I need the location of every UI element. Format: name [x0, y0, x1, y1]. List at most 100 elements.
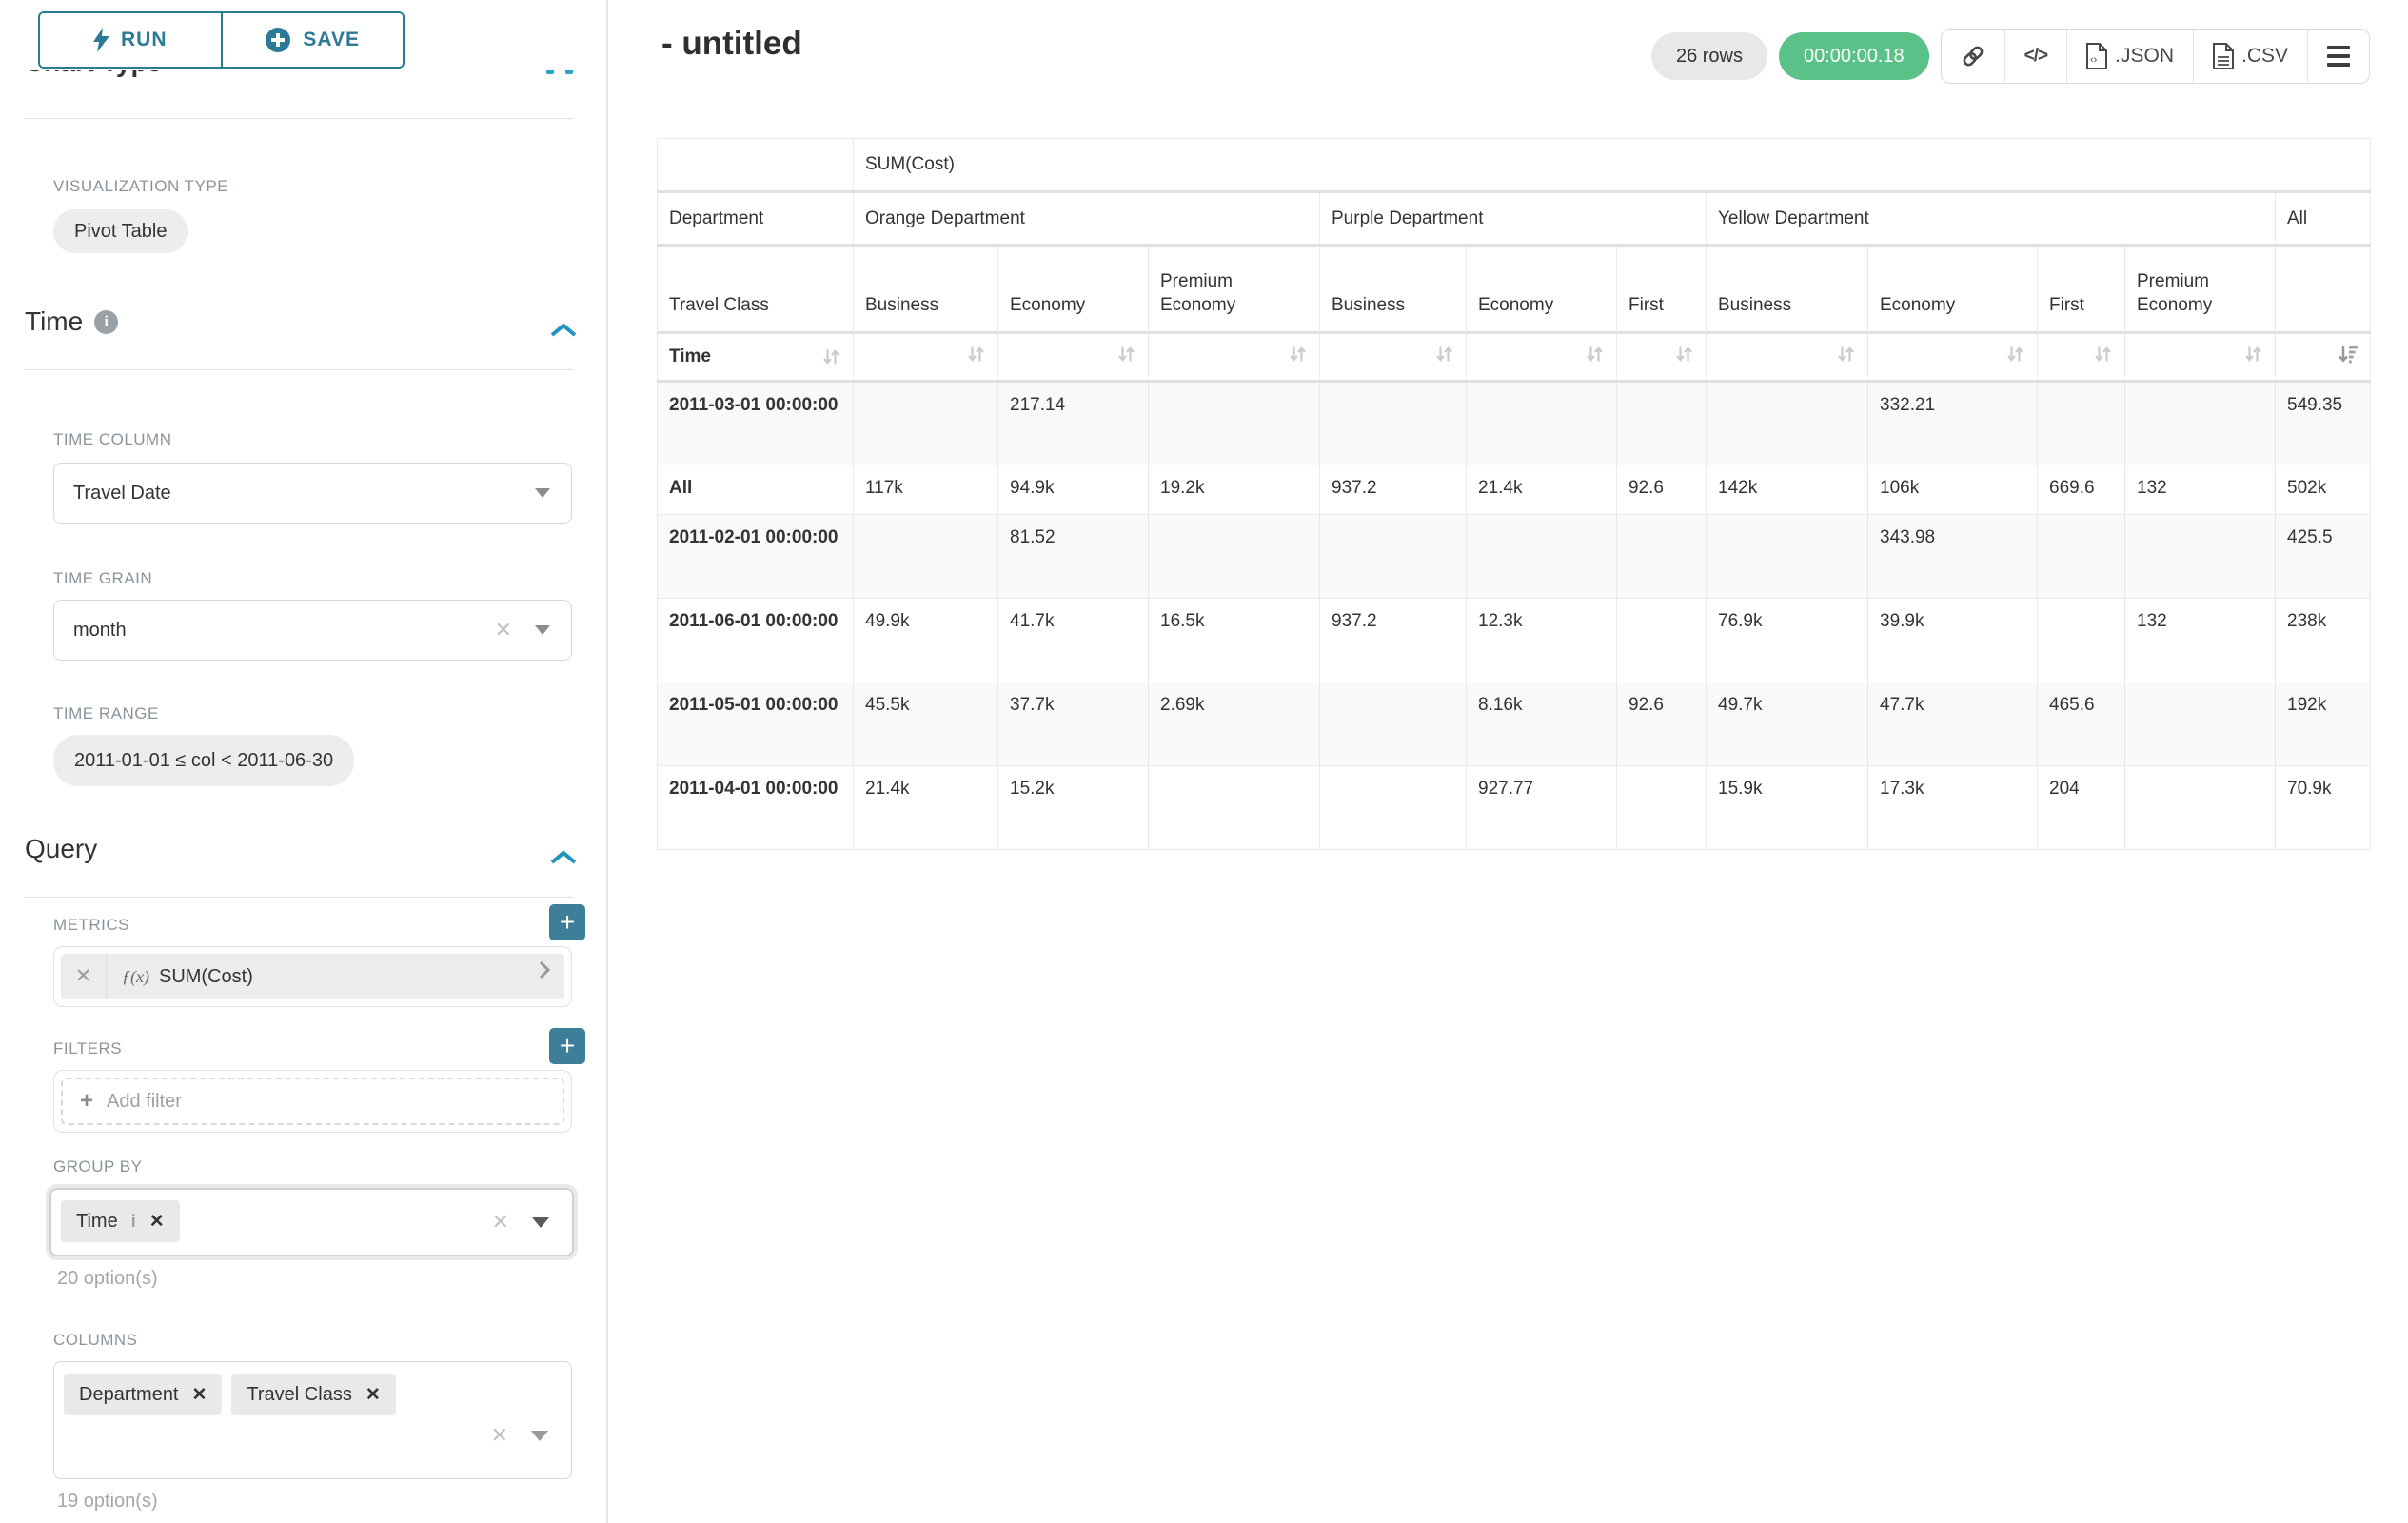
pivot-sort-cell[interactable]: [1867, 332, 2038, 383]
group-by-select[interactable]: Time i ✕ ✕: [49, 1188, 574, 1256]
chevron-down-icon: [535, 488, 550, 498]
collapse-chevron-icon[interactable]: [549, 849, 578, 866]
collapse-chevron-icon[interactable]: [549, 322, 578, 339]
pivot-value-cell: 76.9k: [1706, 598, 1868, 682]
pivot-sort-cell[interactable]: [2274, 332, 2372, 383]
group-by-tag-time[interactable]: Time i ✕: [61, 1200, 180, 1242]
pivot-value-cell: 16.5k: [1148, 598, 1320, 682]
chevron-up-icon[interactable]: [546, 69, 554, 74]
sort-icon: [968, 346, 984, 362]
pivot-value-cell: [1148, 765, 1320, 850]
chevron-down-icon: [535, 625, 550, 635]
time-column-select[interactable]: Travel Date: [53, 463, 572, 524]
add-metric-button[interactable]: +: [549, 904, 585, 940]
pivot-value-cell: 117k: [853, 465, 998, 515]
pivot-value-cell: 21.4k: [1466, 465, 1617, 515]
add-filter-dropzone[interactable]: + Add filter: [61, 1078, 564, 1125]
remove-tag-icon[interactable]: ✕: [365, 1384, 381, 1405]
pivot-table-container: SUM(Cost) Department Orange Department Purp…: [657, 138, 2372, 850]
pivot-sort-cell[interactable]: [1319, 332, 1467, 383]
results-panel: - untitled 26 rows 00:00:00.18 </>: [608, 0, 2408, 1523]
pivot-sort-row-header[interactable]: Time: [657, 332, 854, 383]
pivot-row-label: All: [657, 465, 854, 515]
filters-label: FILTERS: [53, 1039, 123, 1058]
pivot-value-cell: 17.3k: [1867, 765, 2038, 850]
pivot-value-cell: 343.98: [1867, 514, 2038, 599]
time-column-label: TIME COLUMN: [53, 430, 172, 448]
pivot-value-cell: 549.35: [2274, 381, 2372, 465]
pivot-value-cell: 41.7k: [997, 598, 1149, 682]
expand-metric-icon[interactable]: [523, 954, 564, 999]
pivot-value-cell: 15.9k: [1706, 765, 1868, 850]
sort-icon: [2095, 346, 2111, 362]
group-by-label: GROUP BY: [53, 1157, 143, 1176]
query-section-heading: Query: [25, 834, 98, 863]
pivot-value-cell: [2124, 765, 2276, 850]
pivot-value-cell: 332.21: [1867, 381, 2038, 465]
clear-icon[interactable]: ✕: [490, 1423, 508, 1447]
time-grain-select[interactable]: month ✕: [53, 600, 572, 661]
chart-title[interactable]: - untitled: [661, 25, 802, 62]
pivot-value-cell: 502k: [2274, 465, 2372, 515]
chevron-up-icon[interactable]: [565, 69, 573, 74]
pivot-value-cell: 425.5: [2274, 514, 2372, 599]
copy-link-button[interactable]: [1942, 30, 2004, 83]
sort-desc-icon: [2339, 346, 2359, 364]
visualization-type-pill[interactable]: Pivot Table: [53, 209, 188, 253]
sort-icon: [2007, 346, 2023, 362]
pivot-sort-cell[interactable]: [2124, 332, 2276, 383]
pivot-sort-cell[interactable]: [853, 332, 998, 383]
export-csv-button[interactable]: .CSV: [2192, 30, 2307, 83]
pivot-value-cell: [1319, 514, 1467, 599]
sort-icon: [1838, 346, 1854, 362]
sort-icon: [1118, 346, 1135, 362]
pivot-value-cell: [1148, 514, 1320, 599]
pivot-value-cell: [1616, 381, 1707, 465]
add-filter-button[interactable]: +: [549, 1028, 585, 1064]
pivot-value-cell: [1706, 514, 1868, 599]
time-range-pill[interactable]: 2011-01-01 ≤ col < 2011-06-30: [53, 735, 355, 786]
remove-tag-icon[interactable]: ✕: [191, 1384, 207, 1405]
export-json-button[interactable]: ‹› .JSON: [2066, 30, 2193, 83]
pivot-value-cell: 8.16k: [1466, 682, 1617, 766]
divider: [25, 369, 573, 370]
pivot-sort-cell[interactable]: [997, 332, 1149, 383]
pivot-metric-header: SUM(Cost): [852, 138, 2372, 193]
pivot-sort-cell[interactable]: [1466, 332, 1617, 383]
visualization-type-label: VISUALIZATION TYPE: [53, 177, 229, 195]
pivot-group-header: Purple Department: [1319, 191, 1707, 247]
remove-tag-icon[interactable]: ✕: [148, 1211, 165, 1232]
pivot-value-cell: [1148, 381, 1320, 465]
pivot-sort-cell[interactable]: [1616, 332, 1707, 383]
pivot-sort-cell[interactable]: [1706, 332, 1868, 383]
pivot-sort-cell[interactable]: [1148, 332, 1320, 383]
pivot-col-header: First: [2037, 245, 2125, 334]
info-icon: i: [94, 309, 119, 334]
pivot-sort-cell[interactable]: [2037, 332, 2125, 383]
metric-pill[interactable]: ✕ ƒ(x) SUM(Cost): [61, 954, 564, 999]
pivot-value-cell: 132: [2124, 465, 2276, 515]
remove-metric-icon[interactable]: ✕: [61, 954, 107, 999]
pivot-col-header: Economy: [997, 245, 1149, 334]
pivot-col-header: Premium Economy: [2124, 245, 2276, 334]
run-button[interactable]: RUN: [40, 13, 221, 67]
clear-icon[interactable]: ✕: [494, 618, 512, 642]
hamburger-icon: [2327, 46, 2350, 67]
pivot-row-label: 2011-02-01 00:00:00: [657, 514, 854, 599]
control-panel: Chart Type RUN SAVE VISUALIZATION TYPE P…: [0, 0, 606, 1523]
clear-icon[interactable]: ✕: [491, 1210, 509, 1234]
columns-tag-department[interactable]: Department ✕: [64, 1374, 223, 1415]
panel-resize-divider[interactable]: [606, 0, 608, 1523]
menu-button[interactable]: [2307, 30, 2369, 83]
function-icon: ƒ(x): [122, 966, 149, 986]
pivot-sub-dimension-label: Travel Class: [657, 245, 854, 334]
columns-tag-travel-class[interactable]: Travel Class ✕: [231, 1374, 396, 1415]
view-query-button[interactable]: </>: [2003, 30, 2066, 83]
time-section-heading: Time i: [25, 307, 119, 337]
table-row: All 117k 94.9k 19.2k 937.2 21.4k 92.6 142k 106k 6…: [657, 465, 2372, 515]
columns-select[interactable]: Department ✕ Travel Class ✕ ✕: [53, 1361, 572, 1479]
pivot-col-header: Economy: [1867, 245, 2038, 334]
save-button[interactable]: SAVE: [220, 13, 403, 67]
sort-icon: [1290, 346, 1306, 362]
pivot-value-cell: 106k: [1867, 465, 2038, 515]
